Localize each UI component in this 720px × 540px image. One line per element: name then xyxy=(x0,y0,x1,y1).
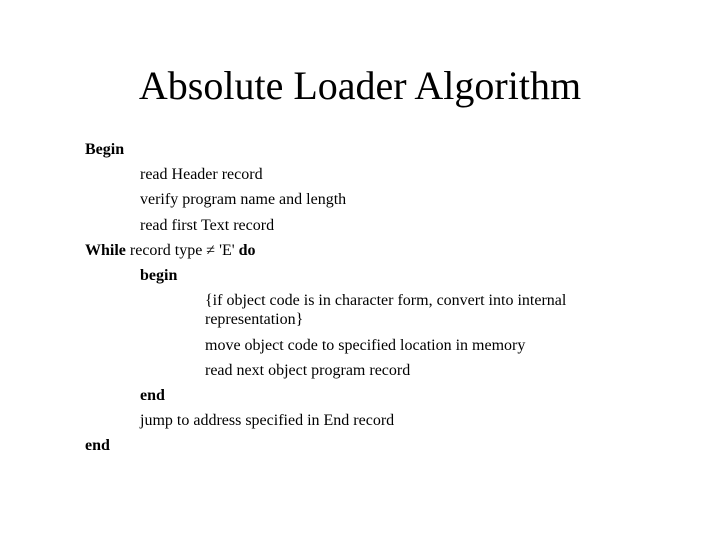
kw-do: do xyxy=(239,242,256,259)
slide-title: Absolute Loader Algorithm xyxy=(0,62,720,109)
kw-inner-begin: begin xyxy=(140,267,177,284)
line-while: While record type ≠ 'E' do xyxy=(85,241,645,260)
kw-begin: Begin xyxy=(85,141,124,158)
kw-inner-end: end xyxy=(140,387,165,404)
line-move: move object code to specified location i… xyxy=(85,336,645,355)
line-verify: verify program name and length xyxy=(85,190,645,209)
while-cond: record type ≠ 'E' xyxy=(126,242,239,259)
kw-end: end xyxy=(85,437,110,454)
line-read-first: read first Text record xyxy=(85,216,645,235)
line-read-next: read next object program record xyxy=(85,361,645,380)
line-begin: Begin xyxy=(85,140,645,159)
line-if-note: {if object code is in character form, co… xyxy=(85,291,645,329)
line-inner-begin: begin xyxy=(85,266,645,285)
line-inner-end: end xyxy=(85,386,645,405)
slide: Absolute Loader Algorithm Begin read Hea… xyxy=(0,0,720,540)
kw-while: While xyxy=(85,242,126,259)
algorithm-body: Begin read Header record verify program … xyxy=(85,140,645,461)
line-jump: jump to address specified in End record xyxy=(85,411,645,430)
line-read-header: read Header record xyxy=(85,165,645,184)
line-end: end xyxy=(85,436,645,455)
